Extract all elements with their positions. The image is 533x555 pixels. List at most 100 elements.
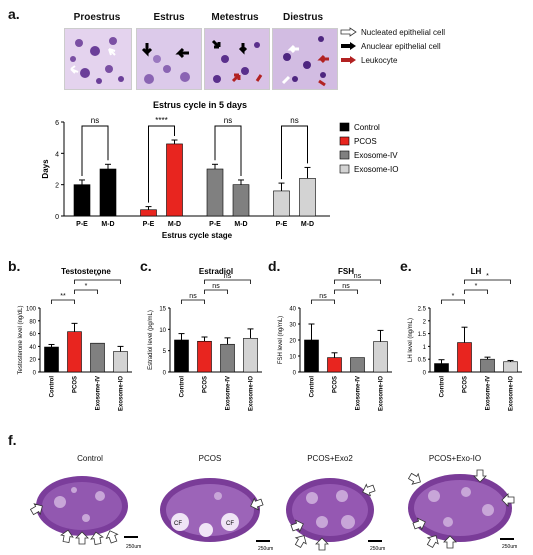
bar: [350, 357, 365, 373]
micrograph-estrus: [136, 28, 202, 90]
chart-title: Estradiol: [199, 267, 233, 276]
significance-bracket: [148, 125, 175, 203]
significance-label: ****: [155, 116, 167, 125]
significance-label: **: [95, 273, 101, 280]
significance-bracket: [464, 289, 488, 294]
legend-label: PCOS: [354, 137, 377, 146]
chart-title: LH: [471, 267, 482, 276]
y-tick-label: 15: [159, 307, 166, 313]
y-tick-label: 5: [163, 349, 167, 355]
bar: [113, 351, 128, 373]
significance-bracket: [311, 299, 335, 304]
y-tick-label: 0: [423, 371, 427, 377]
bar: [243, 337, 258, 373]
cell-legend-label: Nucleated epithelial cell: [361, 27, 446, 37]
y-tick-label: 10: [159, 328, 166, 334]
y-tick-label: 100: [26, 307, 37, 313]
histology-control: 250um: [30, 476, 141, 550]
panel-e-letter: e.: [400, 258, 412, 274]
y-tick-label: 2.5: [418, 307, 427, 313]
x-tick-label: Exosome-IO: [509, 376, 515, 411]
significance-bracket: [81, 125, 109, 176]
bar: [273, 190, 290, 217]
bar: [232, 184, 250, 217]
y-tick-label: 20: [29, 358, 36, 364]
y-tick-label: 2: [55, 183, 59, 190]
lh-chart: LH 0 0.5 1 1.5 2 2.5 LH level (ng/mL) Control PCO…: [408, 267, 522, 411]
significance-bracket: [74, 289, 98, 294]
legend-label: Control: [354, 123, 380, 132]
bar: [434, 363, 449, 373]
bar: [480, 358, 495, 373]
x-tick-label: M-D: [234, 221, 247, 228]
stage-label-proestrus: Proestrus: [73, 12, 121, 23]
significance-label: **: [60, 293, 66, 300]
y-axis-label: Estradiol level (pg/mL): [148, 310, 154, 370]
y-tick-label: 1: [423, 345, 427, 351]
cell-legend-label: Leukocyte: [361, 55, 398, 65]
cell-type-legend: Nucleated epithelial cell Anuclear epith…: [340, 26, 530, 66]
x-tick-label: P-E: [276, 221, 288, 228]
x-tick-label: Exosome-IV: [486, 376, 492, 410]
histology-pcos-exo-io: 250um: [406, 469, 517, 550]
bar: [373, 341, 388, 373]
x-tick-label: Exosome-IO: [249, 376, 255, 411]
significance-bracket: [464, 279, 511, 284]
histology-pcos: CF CF 250um: [160, 478, 273, 552]
histology-label-pcos-exo-io: PCOS+Exo-IO: [428, 454, 482, 463]
y-tick-label: 2: [423, 319, 427, 325]
svg-text:CF: CF: [226, 521, 234, 527]
bar: [220, 343, 235, 373]
y-axis-label: Days: [41, 159, 50, 179]
cell-legend-nucleated: Nucleated epithelial cell: [340, 26, 530, 38]
legend-swatch: [339, 150, 350, 160]
svg-text:250um: 250um: [126, 544, 141, 550]
white-arrow-icon: [340, 27, 357, 37]
x-tick-label: Control: [180, 376, 186, 398]
significance-label: ns: [189, 293, 197, 300]
bar: [327, 357, 342, 373]
panel-a-letter: a.: [8, 6, 20, 22]
legend-swatch: [339, 164, 350, 174]
bar: [457, 342, 472, 373]
legend-label: Exosome-IO: [354, 165, 398, 174]
significance-bracket: [441, 299, 465, 304]
y-tick-label: 0.5: [418, 358, 427, 364]
y-tick-label: 0: [293, 371, 297, 377]
y-tick-label: 0: [163, 371, 167, 377]
histology-label-pcos: PCOS: [198, 454, 222, 463]
significance-label: ns: [91, 116, 99, 125]
estrus-cycle-chart: Estrus cycle in 5 days 0 2 4 6 Days Estrus cyc…: [41, 100, 398, 240]
svg-text:250um: 250um: [258, 546, 273, 552]
x-tick-label: PCOS: [73, 376, 79, 393]
bar: [304, 339, 319, 373]
x-tick-label: Exosome-IO: [379, 376, 385, 411]
bar: [299, 178, 316, 217]
micrograph-diestrus: [272, 28, 338, 90]
bar: [90, 342, 105, 373]
bar: [206, 168, 224, 217]
bar: [166, 143, 183, 217]
panel-b-letter: b.: [8, 258, 21, 274]
panel-f-letter: f.: [8, 432, 17, 448]
significance-label: ns: [224, 116, 232, 125]
significance-label: ns: [224, 273, 232, 280]
x-tick-label: PCOS: [463, 376, 469, 393]
black-arrow-icon: [341, 42, 356, 50]
x-tick-label: Control: [440, 376, 446, 398]
x-tick-label: PCOS: [203, 376, 209, 393]
stage-label-metestrus: Metestrus: [211, 12, 259, 23]
y-tick-label: 20: [289, 339, 296, 345]
x-tick-label: Exosome-IV: [96, 376, 102, 410]
x-tick-label: P-E: [143, 221, 155, 228]
svg-text:250um: 250um: [370, 546, 385, 552]
cell-legend-label: Anuclear epithelial cell: [361, 41, 441, 51]
x-axis-label: Estrus cycle stage: [162, 231, 233, 240]
y-tick-label: 60: [29, 332, 36, 338]
y-tick-label: 6: [55, 120, 59, 127]
y-axis-label: LH level (ng/mL): [408, 318, 414, 362]
y-tick-label: 30: [289, 323, 296, 329]
x-tick-label: PCOS: [333, 376, 339, 393]
x-tick-label: M-D: [168, 221, 181, 228]
